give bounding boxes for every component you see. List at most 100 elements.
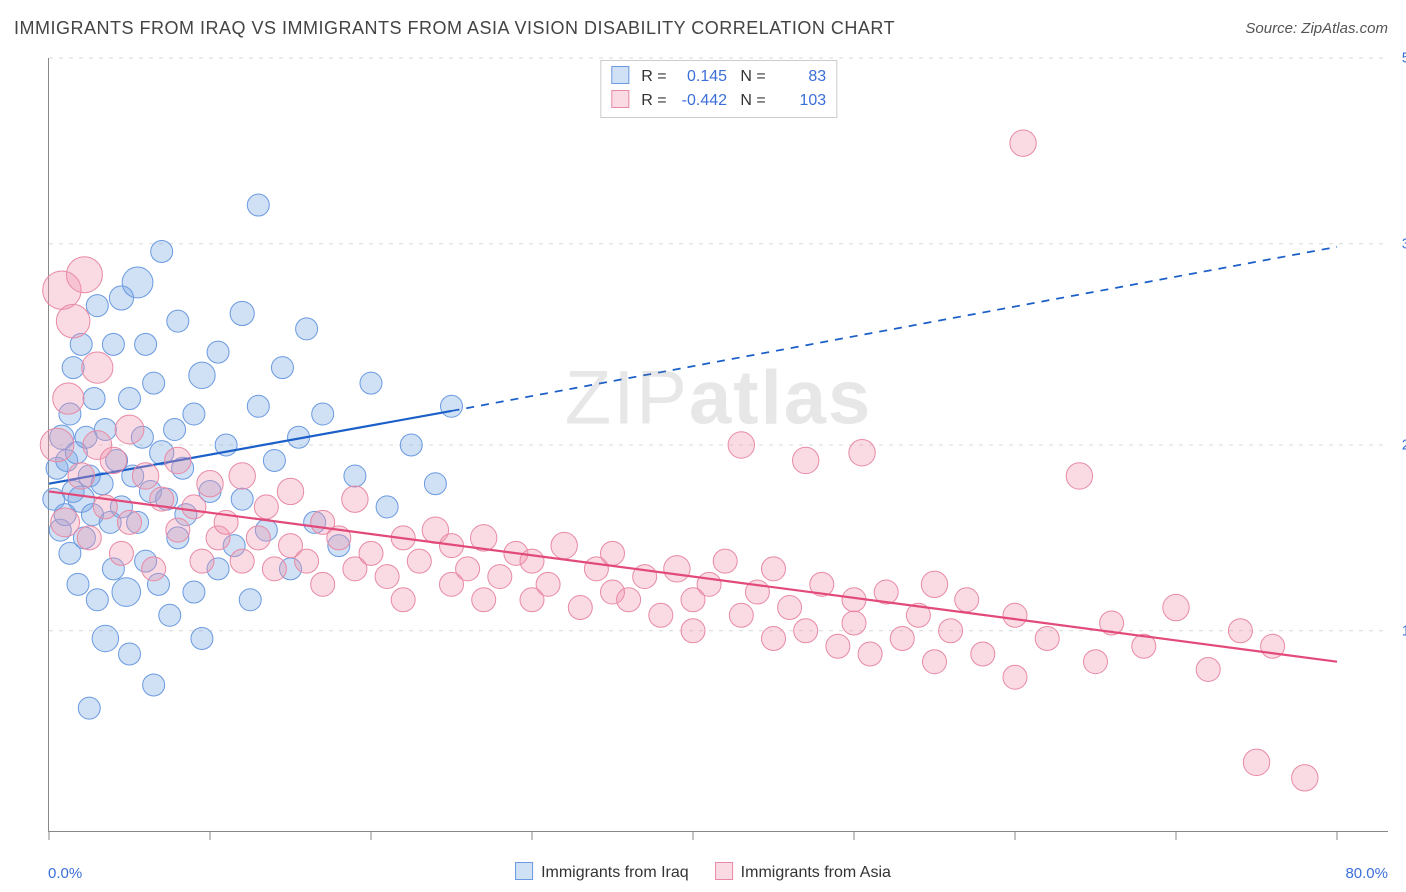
y-tick-label: 5.0% — [1402, 50, 1406, 67]
scatter-point — [520, 549, 544, 573]
scatter-point — [939, 619, 963, 643]
scatter-point — [62, 357, 84, 379]
scatter-point — [271, 357, 293, 379]
chart-container: IMMIGRANTS FROM IRAQ VS IMMIGRANTS FROM … — [0, 0, 1406, 892]
scatter-point — [142, 557, 166, 581]
scatter-point — [143, 372, 165, 394]
scatter-point — [40, 428, 74, 462]
scatter-point — [231, 488, 253, 510]
scatter-point — [77, 526, 101, 550]
scatter-point — [1066, 463, 1092, 489]
scatter-point — [955, 588, 979, 612]
scatter-point — [971, 642, 995, 666]
scatter-point — [762, 627, 786, 651]
scatter-point — [376, 496, 398, 518]
scatter-point — [826, 634, 850, 658]
scatter-point — [239, 589, 261, 611]
r-value: -0.442 — [671, 89, 727, 113]
x-axis-max-label: 80.0% — [1345, 865, 1388, 882]
scatter-point — [247, 194, 269, 216]
scatter-point — [681, 619, 705, 643]
scatter-point — [100, 447, 126, 473]
scatter-point — [115, 415, 144, 444]
scatter-point — [92, 625, 118, 651]
y-tick-label: 1.3% — [1402, 622, 1406, 639]
scatter-point — [488, 565, 512, 589]
scatter-point — [424, 473, 446, 495]
scatter-point — [1010, 130, 1036, 156]
r-label: R = — [637, 68, 671, 85]
scatter-point — [842, 611, 866, 635]
scatter-point — [197, 471, 223, 497]
scatter-point — [441, 395, 463, 417]
source-name: ZipAtlas.com — [1301, 20, 1388, 37]
scatter-point — [67, 573, 89, 595]
scatter-point — [167, 310, 189, 332]
n-label: N = — [727, 92, 770, 109]
x-axis-min-label: 0.0% — [48, 865, 82, 882]
scatter-point — [649, 603, 673, 627]
scatter-point — [295, 549, 319, 573]
scatter-point — [254, 495, 278, 519]
scatter-point — [296, 318, 318, 340]
scatter-point — [183, 403, 205, 425]
y-tick-label: 3.8% — [1402, 235, 1406, 252]
scatter-point — [230, 301, 254, 325]
scatter-point — [277, 478, 303, 504]
scatter-point — [1084, 650, 1108, 674]
scatter-point — [728, 432, 754, 458]
scatter-point — [182, 495, 206, 519]
scatter-point — [664, 556, 690, 582]
n-value: 103 — [770, 89, 826, 113]
scatter-point — [407, 549, 431, 573]
scatter-point — [166, 518, 190, 542]
scatter-point — [68, 463, 94, 489]
scatter-point — [1228, 619, 1252, 643]
scatter-point — [229, 463, 255, 489]
scatter-point — [1163, 594, 1189, 620]
scatter-point — [375, 565, 399, 589]
scatter-point — [109, 541, 133, 565]
scatter-point — [82, 352, 113, 383]
scatter-point — [207, 341, 229, 363]
scatter-point — [190, 549, 214, 573]
scatter-point — [86, 295, 108, 317]
scatter-point — [183, 581, 205, 603]
scatter-point — [189, 362, 215, 388]
scatter-point — [472, 588, 496, 612]
plot-svg — [49, 58, 1389, 832]
scatter-point — [102, 333, 124, 355]
scatter-point — [697, 572, 721, 596]
n-value: 83 — [770, 65, 826, 89]
r-label: R = — [637, 92, 671, 109]
scatter-point — [793, 447, 819, 473]
legend-item: Immigrants from Asia — [715, 862, 891, 882]
scatter-point — [617, 588, 641, 612]
scatter-point — [191, 628, 213, 650]
scatter-point — [601, 541, 625, 565]
scatter-point — [247, 395, 269, 417]
scatter-point — [119, 643, 141, 665]
scatter-point — [311, 572, 335, 596]
scatter-point — [132, 463, 158, 489]
scatter-point — [858, 642, 882, 666]
r-value: 0.145 — [671, 65, 727, 89]
scatter-point — [344, 465, 366, 487]
scatter-point — [729, 603, 753, 627]
scatter-point — [122, 267, 153, 298]
scatter-point — [1196, 657, 1220, 681]
scatter-point — [230, 549, 254, 573]
source-prefix: Source: — [1245, 20, 1301, 37]
scatter-point — [143, 674, 165, 696]
scatter-point — [312, 403, 334, 425]
scatter-point — [66, 257, 102, 293]
scatter-point — [1035, 627, 1059, 651]
scatter-point — [246, 526, 270, 550]
scatter-point — [794, 619, 818, 643]
scatter-point — [400, 434, 422, 456]
regression-line-extrapolated — [452, 247, 1338, 411]
scatter-point — [78, 697, 100, 719]
scatter-point — [778, 596, 802, 620]
scatter-point — [391, 588, 415, 612]
scatter-point — [263, 449, 285, 471]
